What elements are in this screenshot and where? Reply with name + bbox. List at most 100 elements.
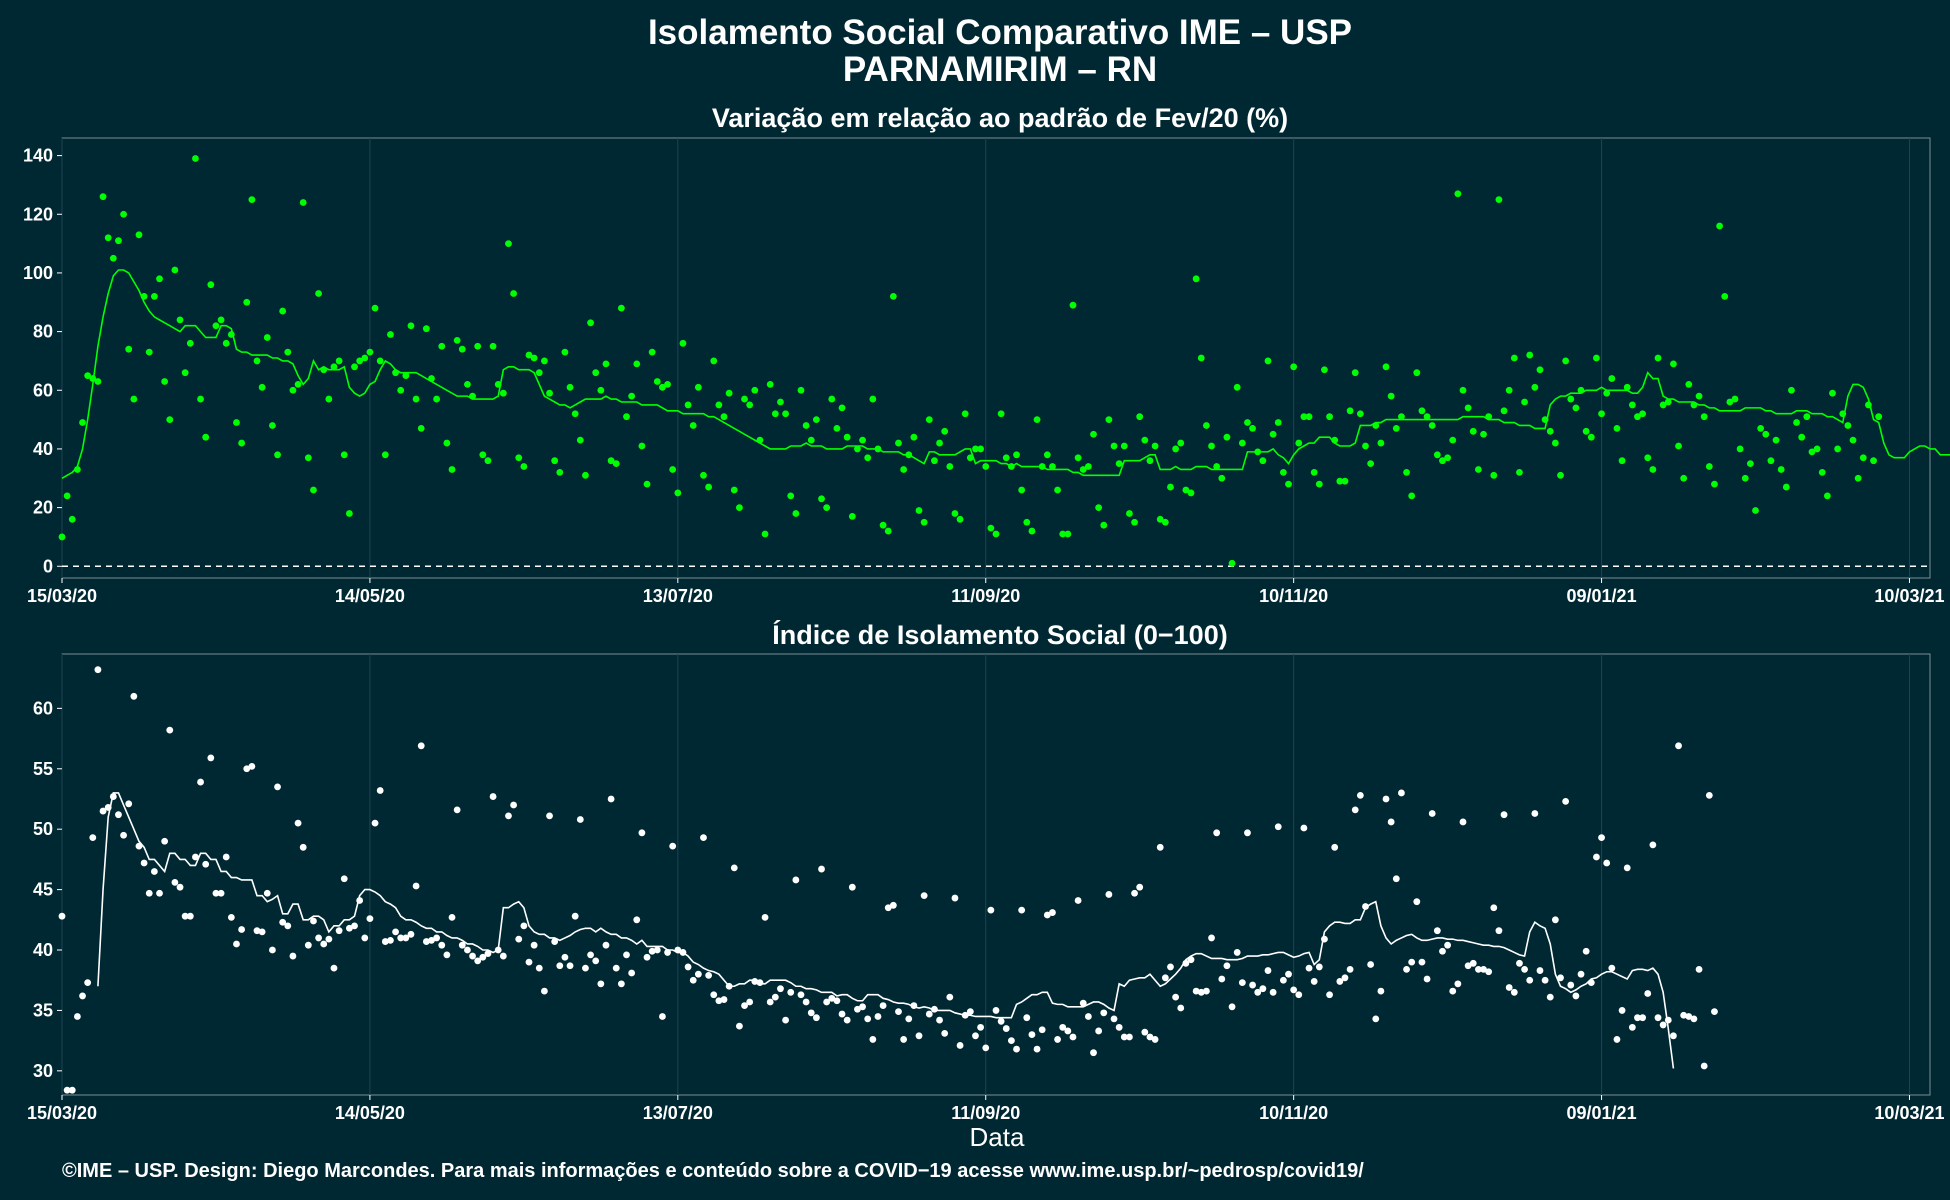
index-daily-point <box>1059 1023 1067 1031</box>
variation-daily-point <box>1038 463 1046 470</box>
index-daily-point <box>1136 883 1144 891</box>
variation-daily-point <box>633 360 641 368</box>
index-daily-point <box>746 998 754 1006</box>
index-daily-point <box>1459 818 1467 826</box>
variation-daily-point <box>1090 430 1097 438</box>
index-daily-point <box>812 1014 820 1022</box>
variation-daily-point <box>1274 419 1282 426</box>
variation-daily-point <box>700 471 707 479</box>
index-daily-point <box>1156 843 1164 851</box>
index-daily-point <box>192 853 199 861</box>
y-tick-label: 20 <box>33 498 53 518</box>
variation-daily-point <box>1782 483 1790 491</box>
index-daily-point <box>576 816 584 823</box>
variation-daily-point <box>1033 416 1041 423</box>
y-tick-label: 45 <box>33 880 53 900</box>
index-daily-point <box>1254 988 1262 996</box>
index-daily-point <box>243 765 251 773</box>
index-daily-point <box>602 941 610 949</box>
index-daily-point <box>115 811 122 819</box>
x-tick-label: 10/03/21 <box>1874 586 1944 606</box>
variation-daily-point <box>1798 433 1806 441</box>
variation-daily-point <box>1490 471 1498 479</box>
index-daily-point <box>448 913 456 921</box>
index-daily-point <box>1423 975 1431 983</box>
variation-daily-point <box>1541 416 1549 423</box>
index-daily-point <box>920 892 928 900</box>
index-daily-point <box>643 953 651 961</box>
index-daily-point <box>1208 934 1215 942</box>
index-daily-point <box>1510 988 1518 996</box>
variation-daily-point <box>1346 407 1354 415</box>
variation-daily-point <box>889 293 897 300</box>
variation-daily-point <box>1746 460 1754 467</box>
variation-daily-point <box>263 334 271 341</box>
index-daily-point <box>1213 829 1221 837</box>
variation-daily-point <box>510 290 517 297</box>
variation-daily-point <box>1095 504 1103 511</box>
y-tick-label: 100 <box>23 263 53 283</box>
index-daily-point <box>304 941 312 949</box>
variation-daily-point <box>1752 507 1759 514</box>
variation-daily-point <box>1326 413 1333 421</box>
variation-daily-point <box>946 463 954 470</box>
y-tick-label: 60 <box>33 698 53 718</box>
index-daily-point <box>900 1036 908 1043</box>
index-daily-point <box>1182 959 1190 967</box>
variation-daily-point <box>1449 436 1457 444</box>
variation-daily-point <box>1808 448 1816 456</box>
variation-daily-point <box>1131 518 1138 526</box>
variation-daily-point <box>689 422 697 429</box>
variation-daily-point <box>1418 407 1426 415</box>
variation-daily-point <box>1829 389 1836 397</box>
index-daily-point <box>541 987 548 995</box>
variation-daily-point <box>659 383 666 391</box>
x-tick-label: 14/05/20 <box>335 1103 405 1123</box>
variation-daily-point <box>915 507 923 514</box>
index-daily-point <box>1413 898 1421 906</box>
variation-daily-point <box>361 354 369 362</box>
index-daily-point <box>1033 1045 1041 1053</box>
variation-daily-point <box>243 298 251 306</box>
variation-daily-point <box>541 357 548 365</box>
index-daily-point <box>720 996 728 1003</box>
index-daily-point <box>1259 985 1267 993</box>
variation-daily-point <box>1793 419 1800 426</box>
variation-daily-point <box>217 316 225 324</box>
variation-daily-point <box>1423 413 1431 421</box>
index-daily-point <box>356 897 364 904</box>
y-tick-label: 0 <box>43 556 53 576</box>
index-daily-point <box>1428 810 1436 817</box>
index-daily-point <box>109 793 117 800</box>
variation-daily-point <box>269 422 276 429</box>
index-daily-point <box>561 953 569 961</box>
index-daily-point <box>130 692 138 700</box>
index-daily-point <box>387 936 394 944</box>
index-daily-point <box>1321 935 1328 943</box>
variation-daily-point <box>1736 445 1744 453</box>
index-daily-point <box>715 997 723 1005</box>
variation-daily-point <box>1259 457 1267 465</box>
index-daily-point <box>1582 947 1590 955</box>
variation-daily-point <box>977 445 984 453</box>
index-daily-point <box>936 1016 943 1024</box>
index-daily-point <box>94 666 102 674</box>
index-daily-point <box>895 1008 902 1016</box>
index-daily-point <box>843 1016 851 1024</box>
variation-daily-point <box>520 463 528 470</box>
variation-daily-point <box>848 513 856 520</box>
index-daily-point <box>725 982 733 990</box>
variation-daily-point <box>1203 422 1210 429</box>
index-daily-point <box>1562 798 1570 805</box>
index-daily-point <box>104 804 112 811</box>
index-daily-point <box>1105 891 1113 898</box>
variation-daily-point <box>79 419 86 426</box>
variation-daily-point <box>212 322 220 330</box>
variation-daily-point <box>197 395 204 403</box>
index-daily-point <box>1608 964 1616 972</box>
variation-daily-point <box>1587 433 1595 441</box>
index-daily-point <box>802 998 810 1006</box>
index-daily-point <box>628 969 636 977</box>
variation-daily-point <box>838 404 846 412</box>
variation-daily-point <box>694 383 702 391</box>
